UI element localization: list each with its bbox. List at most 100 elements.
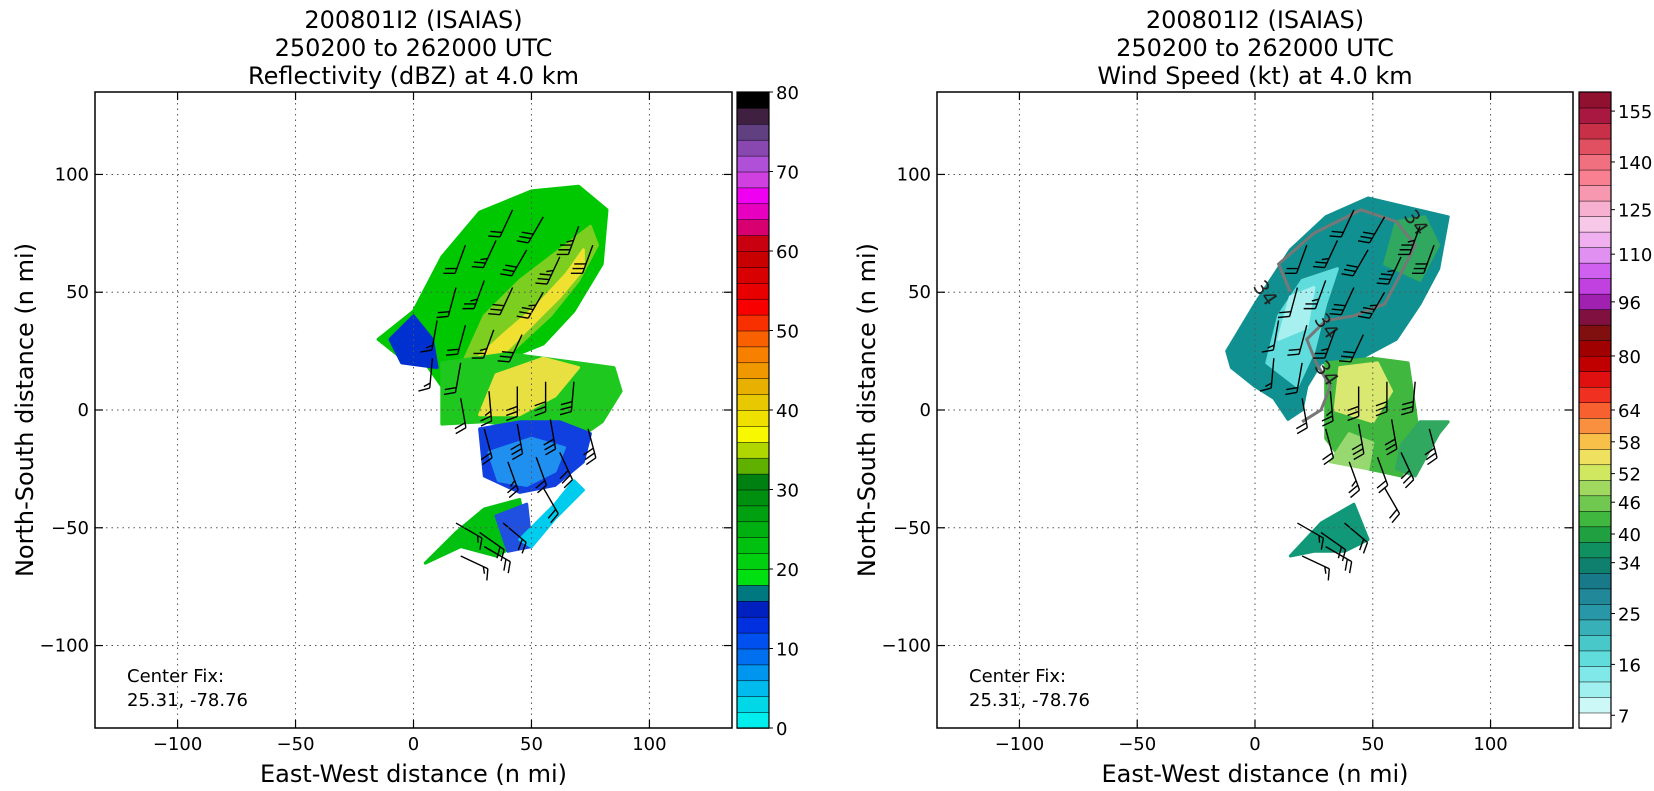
x-tick-label: 0 bbox=[1249, 734, 1260, 755]
colorbar-tick-label: 20 bbox=[776, 560, 799, 581]
colorbar-segment bbox=[737, 346, 769, 362]
barb-feather bbox=[586, 458, 596, 465]
colorbar-tick-label: 60 bbox=[776, 242, 799, 263]
colorbar-segment bbox=[1579, 712, 1611, 728]
colorbar-segment bbox=[737, 267, 769, 283]
barb-feather bbox=[504, 559, 506, 571]
colorbar-segment bbox=[737, 283, 769, 299]
colorbar-tick-label: 40 bbox=[1618, 525, 1641, 546]
colorbar-segment bbox=[737, 426, 769, 442]
y-tick-label: 0 bbox=[78, 400, 89, 421]
chart-title-line: Wind Speed (kt) at 4.0 km bbox=[1097, 62, 1412, 90]
plot-frame bbox=[95, 92, 732, 728]
y-tick-label: 100 bbox=[55, 164, 89, 185]
colorbar-segment bbox=[1579, 604, 1611, 620]
colorbar-segment bbox=[737, 362, 769, 378]
colorbar-tick-label: 64 bbox=[1618, 401, 1641, 422]
colorbar-segment bbox=[737, 649, 769, 665]
colorbar-segment bbox=[737, 442, 769, 458]
colorbar-segment bbox=[1579, 123, 1611, 139]
barb-feather bbox=[1345, 559, 1347, 571]
colorbar-segment bbox=[737, 553, 769, 569]
colorbar-tick-label: 110 bbox=[1618, 245, 1652, 266]
center-fix-annotation: Center Fix: bbox=[127, 666, 224, 687]
colorbar-segment bbox=[1579, 247, 1611, 263]
colorbar-segment bbox=[737, 569, 769, 585]
colorbar-segment bbox=[737, 108, 769, 124]
y-tick-label: −100 bbox=[882, 636, 931, 657]
colorbar-segment bbox=[1579, 666, 1611, 682]
colorbar-segment bbox=[737, 664, 769, 680]
colorbar-segment bbox=[1579, 232, 1611, 248]
colorbar-segment bbox=[1579, 511, 1611, 527]
colorbar-segment bbox=[1579, 402, 1611, 418]
colorbar-segment bbox=[737, 601, 769, 617]
colorbar-segment bbox=[737, 474, 769, 490]
wind-barb bbox=[1302, 556, 1329, 580]
colorbar-segment bbox=[737, 235, 769, 251]
x-tick-label: 50 bbox=[1361, 734, 1384, 755]
colorbar-segment bbox=[737, 172, 769, 188]
center-fix-annotation: 25.31, -78.76 bbox=[969, 690, 1090, 711]
colorbar-segment bbox=[737, 378, 769, 394]
colorbar-segment bbox=[1579, 464, 1611, 480]
colorbar-tick-label: 40 bbox=[776, 401, 799, 422]
colorbar-tick-label: 80 bbox=[1618, 347, 1641, 368]
x-tick-label: 50 bbox=[520, 734, 543, 755]
colorbar-segment bbox=[1579, 325, 1611, 341]
colorbar-segment bbox=[1579, 433, 1611, 449]
colorbar-tick-label: 58 bbox=[1618, 433, 1641, 454]
colorbar-segment bbox=[1579, 588, 1611, 604]
center-fix-annotation: Center Fix: bbox=[969, 666, 1066, 687]
colorbar-segment bbox=[737, 251, 769, 267]
barb-feather bbox=[1297, 428, 1307, 434]
colorbar-segment bbox=[1579, 418, 1611, 434]
colorbar-segment bbox=[737, 537, 769, 553]
colorbar-segment bbox=[737, 680, 769, 696]
x-axis-label: East-West distance (n mi) bbox=[1101, 760, 1408, 787]
x-tick-label: −50 bbox=[277, 734, 315, 755]
colorbar-tick-label: 0 bbox=[776, 719, 787, 740]
colorbar-segment bbox=[1579, 340, 1611, 356]
colorbar-segment bbox=[737, 696, 769, 712]
colorbar-tick-label: 140 bbox=[1618, 153, 1652, 174]
barb-feather bbox=[418, 388, 429, 391]
colorbar-segment bbox=[1579, 170, 1611, 186]
y-tick-label: 0 bbox=[920, 400, 931, 421]
y-tick-label: −50 bbox=[51, 518, 89, 539]
colorbar-tick-label: 125 bbox=[1618, 201, 1652, 222]
colorbar-segment bbox=[1579, 650, 1611, 666]
colorbar-segment bbox=[1579, 139, 1611, 155]
plot-area bbox=[378, 186, 621, 580]
colorbar-segment bbox=[1579, 356, 1611, 372]
y-axis-label: North-South distance (n mi) bbox=[853, 243, 881, 577]
x-tick-label: 100 bbox=[1473, 734, 1507, 755]
colorbar-segment bbox=[1579, 371, 1611, 387]
y-tick-label: −50 bbox=[893, 518, 931, 539]
barb-feather bbox=[1427, 458, 1437, 465]
x-axis-label: East-West distance (n mi) bbox=[260, 760, 567, 787]
colorbar-segment bbox=[737, 712, 769, 728]
barb-feather bbox=[1363, 542, 1367, 553]
colorbar-tick-label: 155 bbox=[1618, 102, 1652, 123]
colorbar-tick-label: 25 bbox=[1618, 605, 1641, 626]
barb-feather bbox=[487, 569, 488, 581]
colorbar-tick-label: 80 bbox=[776, 83, 799, 104]
barb-feather bbox=[1350, 562, 1352, 574]
colorbar-segment bbox=[1579, 216, 1611, 232]
colorbar-tick-label: 96 bbox=[1618, 293, 1641, 314]
colorbar-segment bbox=[1579, 480, 1611, 496]
colorbar-segment bbox=[737, 394, 769, 410]
colorbar-segment bbox=[737, 490, 769, 506]
colorbar-segment bbox=[737, 299, 769, 315]
x-tick-label: −50 bbox=[1118, 734, 1156, 755]
colorbar-tick-label: 10 bbox=[776, 640, 799, 661]
colorbar-tick-label: 52 bbox=[1618, 465, 1641, 486]
barb-feather bbox=[456, 428, 466, 434]
colorbar-segment bbox=[737, 505, 769, 521]
chart-title-line: 200801I2 (ISAIAS) bbox=[304, 6, 522, 34]
